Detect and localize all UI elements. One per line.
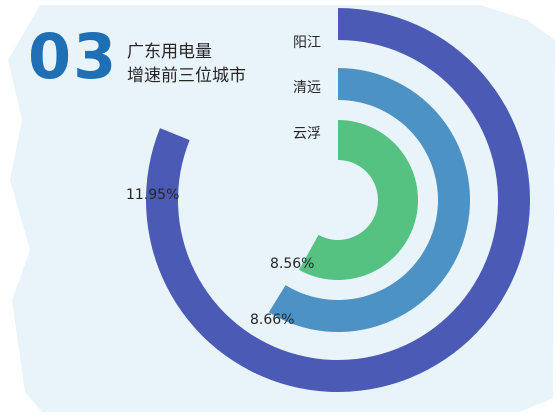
chart-title-line-2: 增速前三位城市 [127,66,246,86]
chart-title-line-1: 广东用电量 [127,42,212,62]
chart-title: 广东用电量 增速前三位城市 [127,40,246,88]
category-label-qingyuan: 清远 [293,80,321,96]
bar-qingyuan [268,68,470,332]
value-label-yangjiang: 11.95% [126,187,179,203]
category-label-yangjiang: 阳江 [293,35,321,51]
category-label-yunfu: 云浮 [293,126,321,142]
value-label-qingyuan: 8.66% [250,312,294,328]
value-label-yunfu: 8.56% [270,256,314,272]
section-number: 03 [28,20,119,93]
bar-yunfu [299,120,419,281]
